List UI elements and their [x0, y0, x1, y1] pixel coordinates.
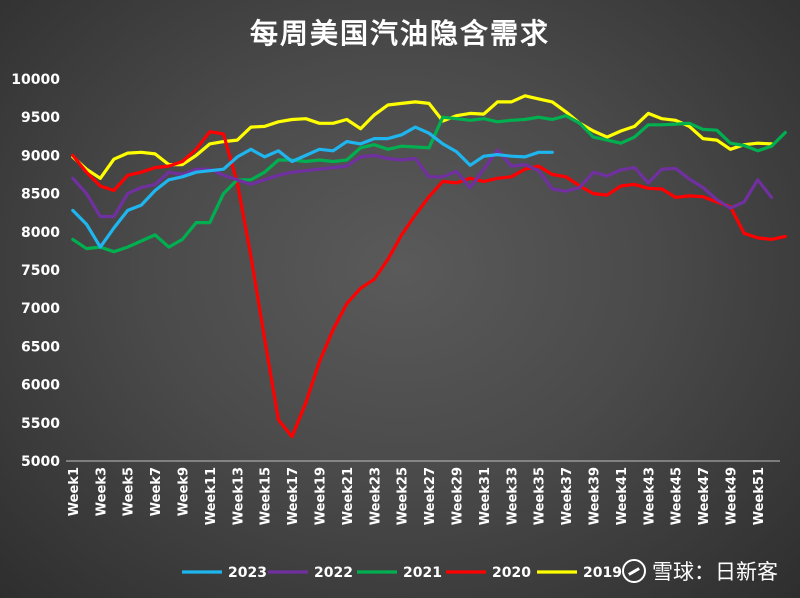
x-tick-label: Week43 — [642, 467, 657, 525]
x-tick-label: Week39 — [587, 467, 602, 525]
x-tick-label: Week31 — [478, 467, 493, 525]
x-tick-label: Week3 — [94, 467, 109, 516]
x-tick-label: Week9 — [176, 467, 191, 516]
y-tick-label: 5000 — [21, 454, 60, 470]
x-tick-label: Week29 — [450, 467, 465, 525]
x-tick-label: Week5 — [122, 467, 137, 516]
y-axis: 5000 5500 6000 6500 7000 7500 8000 8500 9000 9500… — [11, 72, 60, 470]
watermark: 雪球：日新客 — [622, 556, 778, 586]
x-tick-label: Week33 — [505, 467, 520, 525]
series-line-2023 — [71, 125, 554, 249]
x-tick-label: Week49 — [724, 467, 739, 525]
y-tick-label: 6500 — [21, 339, 60, 355]
series-line-2021 — [71, 114, 787, 254]
legend-label-2020: 2020 — [492, 565, 531, 581]
x-axis: Week1 Week3 Week5 Week7 Week9 Week11 Week13 Wee… — [66, 460, 780, 525]
y-tick-label: 8500 — [21, 187, 60, 203]
chart-title: 每周美国汽油隐含需求 — [249, 17, 550, 50]
legend-label-2019: 2019 — [583, 565, 622, 581]
x-tick-label: Week23 — [368, 467, 383, 525]
y-tick-label: 9500 — [21, 110, 60, 126]
x-tick-label: Week51 — [752, 467, 767, 525]
x-tick-label: Week15 — [259, 467, 274, 525]
legend: 2023 2022 2021 2020 2019 — [182, 565, 622, 581]
legend-label-2023: 2023 — [228, 565, 267, 581]
x-tick-label: Week21 — [341, 467, 356, 525]
y-tick-label: 7500 — [21, 263, 60, 279]
x-tick-label: Week35 — [533, 467, 548, 525]
x-tick-label: Week25 — [396, 467, 411, 525]
y-tick-label: 9000 — [21, 148, 60, 164]
x-tick-label: Week13 — [231, 467, 246, 525]
x-tick-label: Week41 — [615, 467, 630, 525]
x-tick-label: Week45 — [670, 467, 685, 525]
y-tick-label: 6000 — [21, 378, 60, 394]
x-tick-label: Week11 — [204, 467, 219, 525]
y-tick-label: 10000 — [11, 72, 60, 88]
x-tick-label: Week1 — [67, 467, 82, 516]
x-tick-label: Week7 — [149, 467, 164, 516]
series-line-2019 — [71, 94, 774, 180]
watermark-text: 雪球：日新客 — [652, 560, 778, 584]
series-layer — [71, 94, 787, 439]
legend-label-2021: 2021 — [403, 565, 442, 581]
snowball-logo-icon — [622, 559, 646, 583]
series-line-2020 — [71, 130, 787, 439]
y-tick-label: 8000 — [21, 225, 60, 241]
y-tick-label: 5500 — [21, 416, 60, 432]
x-tick-label: Week47 — [697, 467, 712, 525]
x-tick-label: Week27 — [423, 467, 438, 525]
x-tick-label: Week17 — [286, 467, 301, 525]
y-tick-label: 7000 — [21, 301, 60, 317]
series-line-2022 — [71, 148, 774, 219]
x-tick-label: Week37 — [560, 467, 575, 525]
legend-label-2022: 2022 — [314, 565, 353, 581]
x-tick-label: Week19 — [313, 467, 328, 525]
